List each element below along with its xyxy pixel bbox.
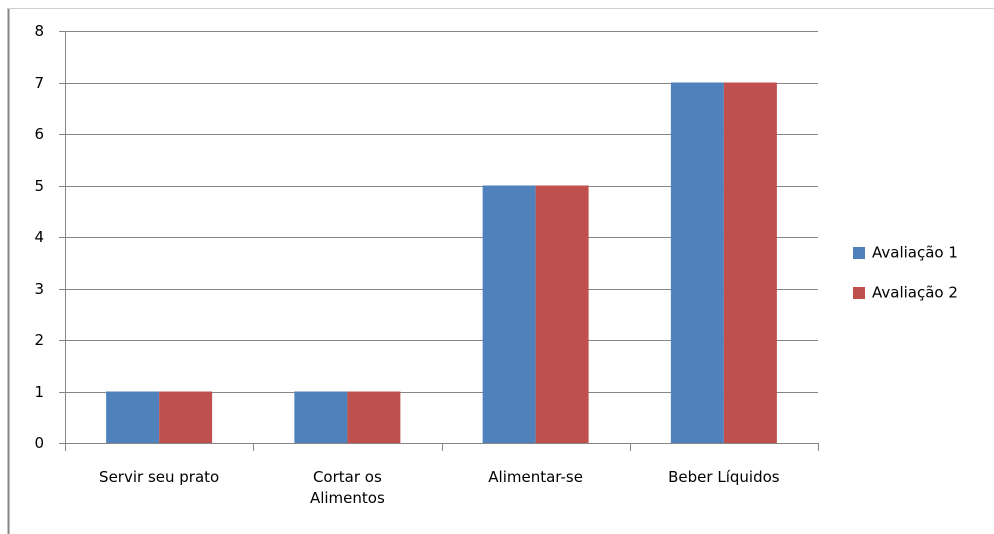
bar — [535, 185, 589, 443]
y-tick-label: 8 — [34, 22, 44, 40]
x-tick-label: Cortar os Alimentos — [309, 468, 385, 507]
y-tick-label: 7 — [34, 74, 44, 92]
y-tick-label: 0 — [34, 434, 44, 452]
x-tick-label: Servir seu prato — [99, 468, 220, 486]
y-tick-label: 5 — [34, 177, 44, 195]
y-tick-label: 6 — [34, 125, 44, 143]
bar — [159, 391, 213, 443]
legend-label: Avaliação 1 — [872, 244, 958, 262]
legend-label: Avaliação 2 — [872, 284, 958, 302]
x-tick-label: Beber Líquidos — [668, 468, 780, 486]
legend-swatch — [853, 247, 865, 259]
x-tick-label: Alimentar-se — [488, 468, 583, 486]
y-tick-label: 1 — [34, 383, 44, 401]
bar — [482, 185, 536, 443]
bar — [106, 391, 160, 443]
y-tick-label: 4 — [34, 228, 44, 246]
bar — [723, 82, 777, 443]
bar — [294, 391, 348, 443]
legend-swatch — [853, 287, 865, 299]
y-tick-label: 3 — [34, 280, 44, 298]
bar — [347, 391, 401, 443]
bar — [670, 82, 724, 443]
y-tick-label: 2 — [34, 331, 44, 349]
